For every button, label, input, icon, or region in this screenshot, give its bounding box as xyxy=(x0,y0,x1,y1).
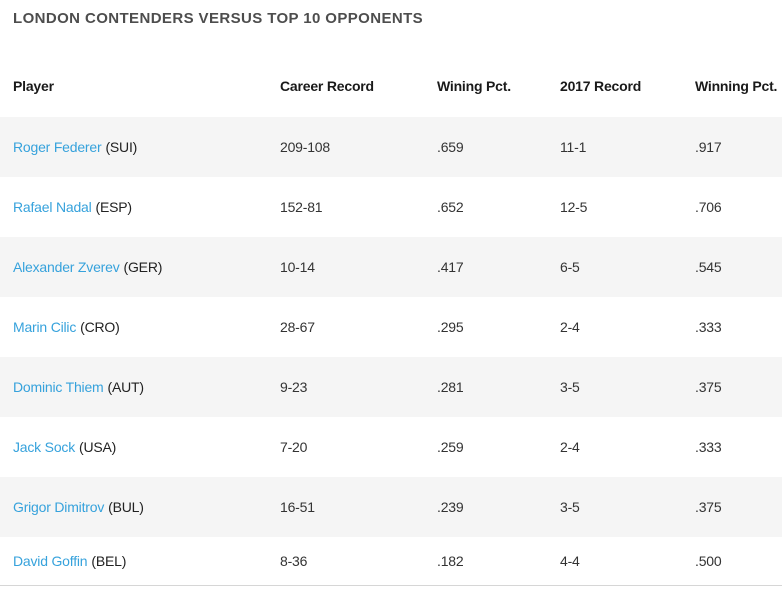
record-2017-cell: 3-5 xyxy=(560,499,580,515)
pct-2017-cell: .706 xyxy=(695,199,722,215)
career-pct-cell: .417 xyxy=(437,259,464,275)
career-record-cell: 152-81 xyxy=(280,199,323,215)
career-pct-cell: .659 xyxy=(437,139,464,155)
career-pct-cell: .239 xyxy=(437,499,464,515)
career-pct-cell: .652 xyxy=(437,199,464,215)
career-pct-cell: .295 xyxy=(437,319,464,335)
pct-2017-cell: .375 xyxy=(695,379,722,395)
pct-2017-cell: .333 xyxy=(695,439,722,455)
career-pct-cell: .281 xyxy=(437,379,464,395)
career-record-cell: 16-51 xyxy=(280,499,315,515)
career-pct-cell: .182 xyxy=(437,553,464,569)
table-row: Roger Federer (SUI) 209-108 .659 11-1 .91… xyxy=(0,117,782,177)
record-2017-cell: 3-5 xyxy=(560,379,580,395)
column-header-2017-record: 2017 Record xyxy=(560,78,642,94)
player-country: (SUI) xyxy=(105,139,138,155)
record-2017-cell: 2-4 xyxy=(560,439,580,455)
pct-2017-cell: .500 xyxy=(695,553,722,569)
column-header-player: Player xyxy=(13,78,54,94)
pct-2017-cell: .917 xyxy=(695,139,722,155)
player-name-link[interactable]: Dominic Thiem xyxy=(13,379,104,395)
table-row: Grigor Dimitrov (BUL) 16-51 .239 3-5 .375 xyxy=(0,477,782,537)
player-country: (ESP) xyxy=(95,199,133,215)
career-record-cell: 28-67 xyxy=(280,319,315,335)
player-name-link[interactable]: Marin Cilic xyxy=(13,319,77,335)
pct-2017-cell: .545 xyxy=(695,259,722,275)
career-record-cell: 10-14 xyxy=(280,259,315,275)
player-country: (BEL) xyxy=(91,553,127,569)
pct-2017-cell: .333 xyxy=(695,319,722,335)
pct-2017-cell: .375 xyxy=(695,499,722,515)
player-cell: Marin Cilic (CRO) xyxy=(13,319,280,335)
page-title: LONDON CONTENDERS VERSUS TOP 10 OPPONENT… xyxy=(13,10,424,27)
career-record-cell: 8-36 xyxy=(280,553,308,569)
player-cell: Jack Sock (USA) xyxy=(13,439,280,455)
player-name-link[interactable]: Grigor Dimitrov xyxy=(13,499,105,515)
column-header-2017-pct: Winning Pct. xyxy=(695,78,778,94)
player-cell: Roger Federer (SUI) xyxy=(13,139,280,155)
player-cell: Alexander Zverev (GER) xyxy=(13,259,280,275)
player-name-link[interactable]: Jack Sock xyxy=(13,439,75,455)
table-row: Dominic Thiem (AUT) 9-23 .281 3-5 .375 xyxy=(0,357,782,417)
table-row: Jack Sock (USA) 7-20 .259 2-4 .333 xyxy=(0,417,782,477)
player-name-link[interactable]: Rafael Nadal xyxy=(13,199,92,215)
table-header-row: Player Career Record Wining Pct. 2017 Re… xyxy=(0,55,782,117)
player-country: (GER) xyxy=(123,259,163,275)
player-cell: Grigor Dimitrov (BUL) xyxy=(13,499,280,515)
career-record-cell: 209-108 xyxy=(280,139,330,155)
column-header-career-record: Career Record xyxy=(280,78,374,94)
player-cell: David Goffin (BEL) xyxy=(13,553,280,569)
record-2017-cell: 4-4 xyxy=(560,553,580,569)
career-record-cell: 7-20 xyxy=(280,439,308,455)
player-name-link[interactable]: Roger Federer xyxy=(13,139,102,155)
title-bar: LONDON CONTENDERS VERSUS TOP 10 OPPONENT… xyxy=(0,0,782,55)
player-country: (BUL) xyxy=(108,499,144,515)
player-cell: Dominic Thiem (AUT) xyxy=(13,379,280,395)
career-pct-cell: .259 xyxy=(437,439,464,455)
record-2017-cell: 12-5 xyxy=(560,199,588,215)
table-row: Marin Cilic (CRO) 28-67 .295 2-4 .333 xyxy=(0,297,782,357)
record-2017-cell: 6-5 xyxy=(560,259,580,275)
table-body: Roger Federer (SUI) 209-108 .659 11-1 .91… xyxy=(0,117,782,586)
table-row: Rafael Nadal (ESP) 152-81 .652 12-5 .706 xyxy=(0,177,782,237)
contenders-table: Player Career Record Wining Pct. 2017 Re… xyxy=(0,55,782,586)
table-row: David Goffin (BEL) 8-36 .182 4-4 .500 xyxy=(0,537,782,586)
table-row: Alexander Zverev (GER) 10-14 .417 6-5 .54… xyxy=(0,237,782,297)
record-2017-cell: 11-1 xyxy=(560,139,587,155)
player-country: (USA) xyxy=(79,439,117,455)
career-record-cell: 9-23 xyxy=(280,379,308,395)
player-country: (AUT) xyxy=(107,379,145,395)
player-name-link[interactable]: David Goffin xyxy=(13,553,88,569)
player-cell: Rafael Nadal (ESP) xyxy=(13,199,280,215)
player-name-link[interactable]: Alexander Zverev xyxy=(13,259,120,275)
record-2017-cell: 2-4 xyxy=(560,319,580,335)
player-country: (CRO) xyxy=(80,319,120,335)
column-header-career-pct: Wining Pct. xyxy=(437,78,511,94)
